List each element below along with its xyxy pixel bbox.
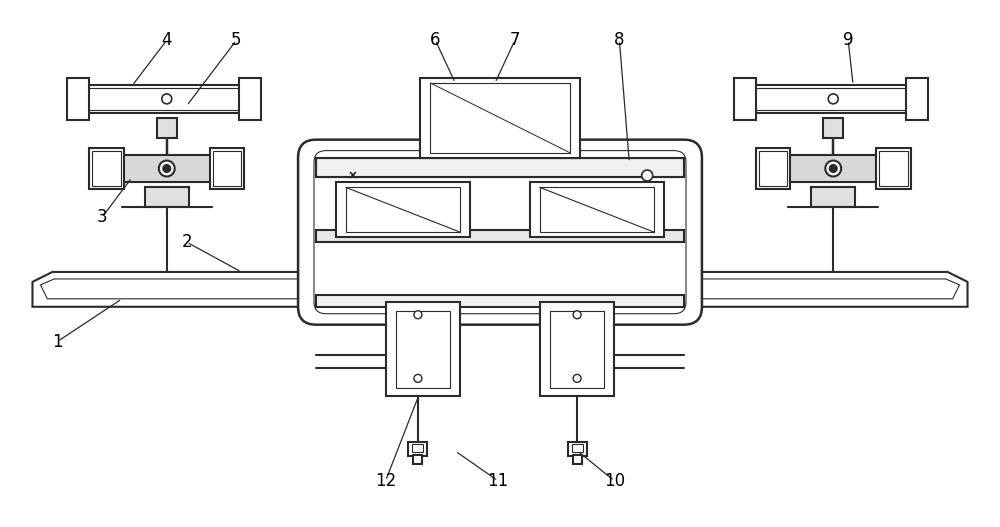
Circle shape [828,94,838,104]
FancyBboxPatch shape [314,151,686,314]
Bar [764,154,903,182]
Circle shape [829,164,837,172]
Bar [316,158,684,178]
Bar [210,148,244,189]
Bar [92,151,121,187]
Bar [413,455,422,464]
Circle shape [162,94,172,104]
Bar [751,88,916,110]
Bar [316,295,684,307]
Text: 11: 11 [487,472,509,490]
Bar [84,88,249,110]
Bar [530,182,664,237]
Bar [420,78,580,158]
Bar [316,158,684,178]
Bar [568,442,587,456]
Bar [336,182,470,237]
Text: 5: 5 [231,31,242,49]
Bar [145,188,189,207]
Bar [734,78,756,120]
Bar [573,455,582,464]
Circle shape [573,311,581,319]
Bar [550,311,604,388]
Bar [89,148,124,189]
Text: 4: 4 [162,31,172,49]
Text: 8: 8 [614,31,625,49]
Bar [756,148,790,189]
Text: 12: 12 [375,472,396,490]
Bar [759,151,787,187]
Bar [412,444,423,452]
Text: 3: 3 [97,208,107,226]
Text: 7: 7 [510,31,520,49]
Bar [540,188,654,232]
Circle shape [642,170,653,181]
Bar [316,230,684,242]
Circle shape [414,311,422,319]
Bar [876,148,911,189]
Bar [430,83,570,153]
Circle shape [825,161,841,177]
Text: 6: 6 [430,31,441,49]
Polygon shape [32,272,301,307]
FancyBboxPatch shape [298,140,702,325]
Text: 10: 10 [604,472,625,490]
Bar [67,78,89,120]
Circle shape [163,164,171,172]
Circle shape [414,374,422,383]
Polygon shape [699,272,968,307]
Bar [386,302,460,396]
Bar [239,78,261,120]
Circle shape [573,374,581,383]
Bar [77,85,256,113]
Bar [879,151,908,187]
Bar [213,151,241,187]
Bar [396,311,450,388]
Bar [906,78,928,120]
Bar [572,444,583,452]
Bar [823,118,843,138]
Bar [408,442,427,456]
Circle shape [159,161,175,177]
Bar [157,118,177,138]
Bar [346,188,460,232]
Polygon shape [40,279,299,299]
Text: 1: 1 [52,333,63,350]
Text: 2: 2 [181,233,192,251]
Bar [744,85,923,113]
Polygon shape [701,279,960,299]
Bar [811,188,855,207]
Text: 9: 9 [843,31,853,49]
Bar [540,302,614,396]
Bar [97,154,236,182]
